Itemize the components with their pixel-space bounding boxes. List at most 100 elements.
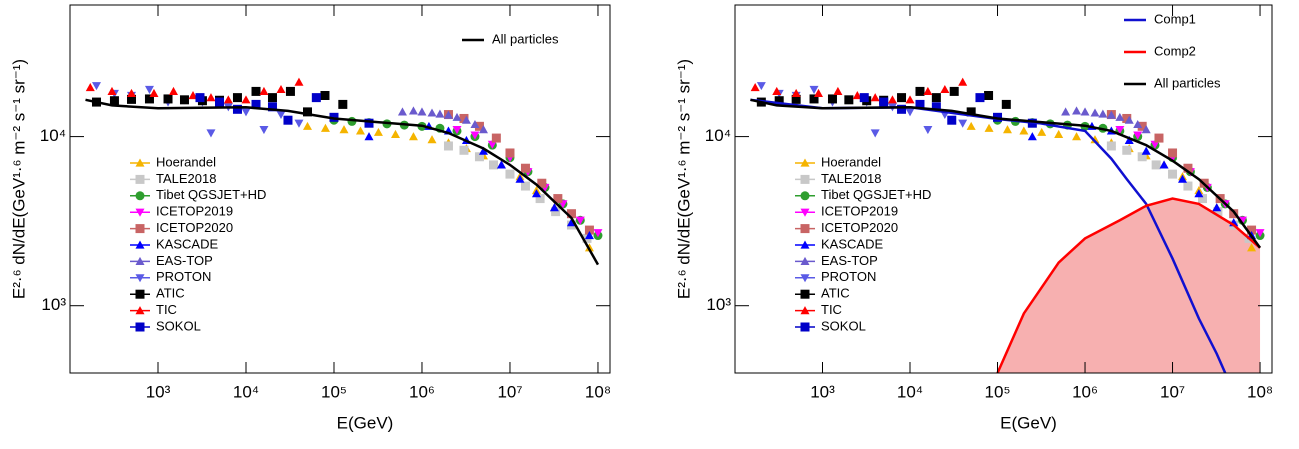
point — [844, 95, 854, 105]
point — [984, 90, 994, 100]
point — [827, 94, 837, 104]
legend-marker — [800, 322, 810, 332]
point — [144, 85, 154, 94]
point — [897, 93, 907, 103]
point — [206, 93, 216, 102]
point — [302, 107, 312, 117]
point — [223, 95, 233, 104]
point — [791, 94, 801, 104]
x-tick-label: 10⁶ — [1072, 382, 1098, 401]
point — [958, 77, 968, 86]
point — [1133, 119, 1143, 129]
legend-marker — [135, 256, 145, 265]
point — [940, 84, 950, 94]
point — [1255, 229, 1265, 238]
point — [958, 119, 968, 128]
point — [923, 86, 933, 96]
x-tick-label: 10⁷ — [1160, 382, 1185, 401]
line — [750, 98, 1262, 249]
point — [1001, 99, 1011, 109]
point — [251, 99, 261, 109]
point — [553, 194, 563, 204]
point — [1090, 135, 1100, 144]
point — [459, 113, 469, 123]
point — [1137, 121, 1147, 131]
point — [1183, 163, 1193, 173]
point — [791, 88, 801, 98]
point — [355, 126, 365, 135]
point — [107, 86, 117, 96]
point — [584, 225, 594, 235]
x-axis-title: E(GeV) — [1000, 413, 1057, 432]
point — [1213, 207, 1223, 217]
legend-marker — [800, 256, 810, 265]
point — [470, 119, 480, 129]
legend-label: All particles — [492, 31, 559, 46]
point — [1183, 181, 1193, 191]
point — [435, 109, 445, 118]
point — [1151, 160, 1161, 170]
point — [127, 88, 137, 98]
point — [311, 93, 321, 103]
point — [1027, 132, 1037, 141]
plot-frame — [734, 4, 1273, 374]
legend-label: EAS-TOP — [821, 253, 878, 268]
legend-label: All particles — [1154, 75, 1221, 90]
point — [188, 90, 198, 100]
point — [809, 94, 819, 104]
legend-label: TIC — [156, 302, 177, 317]
point — [1061, 107, 1071, 116]
point — [232, 93, 242, 103]
point — [259, 125, 269, 135]
point — [496, 160, 506, 169]
y-tick-label: 10³ — [706, 295, 731, 314]
point — [505, 169, 515, 179]
point — [215, 97, 225, 107]
legend-label: TALE2018 — [821, 171, 881, 186]
legend-marker — [800, 191, 810, 201]
point — [127, 94, 137, 104]
plot-area — [750, 77, 1265, 373]
legend-marker — [800, 174, 810, 184]
point — [109, 96, 119, 106]
point — [1168, 169, 1178, 179]
point — [85, 83, 95, 92]
point — [520, 163, 530, 173]
point — [427, 108, 437, 117]
legend-label: Comp2 — [1154, 43, 1196, 58]
point — [1141, 146, 1151, 155]
legend-label: Tibet QGSJET+HD — [821, 187, 931, 202]
x-tick-label: 10⁷ — [497, 382, 522, 401]
legend-label: SOKOL — [821, 318, 866, 333]
point — [1115, 112, 1125, 121]
point — [491, 133, 501, 143]
point — [833, 86, 843, 96]
point — [267, 93, 277, 103]
point — [408, 106, 418, 115]
point — [338, 99, 348, 109]
point — [1080, 107, 1090, 116]
point — [1168, 148, 1178, 158]
point — [859, 93, 869, 103]
area — [997, 198, 1261, 373]
point — [144, 94, 154, 104]
legend-label: Tibet QGSJET+HD — [156, 187, 266, 202]
legend-label: ATIC — [156, 286, 185, 301]
legend-marker — [800, 289, 810, 299]
point — [373, 127, 383, 136]
point — [549, 203, 559, 212]
point — [474, 152, 484, 162]
legend-label: Hoerandel — [821, 154, 881, 169]
x-tick-label: 10³ — [146, 382, 171, 401]
point — [459, 145, 469, 155]
legend-label: ATIC — [821, 286, 850, 301]
point — [1212, 203, 1222, 212]
point — [923, 125, 933, 135]
point — [427, 135, 437, 144]
point — [1133, 131, 1143, 140]
point — [195, 93, 205, 103]
point — [584, 231, 594, 240]
point — [390, 129, 400, 139]
x-axis-title: E(GeV) — [337, 413, 394, 432]
x-tick-label: 10⁴ — [233, 382, 259, 401]
